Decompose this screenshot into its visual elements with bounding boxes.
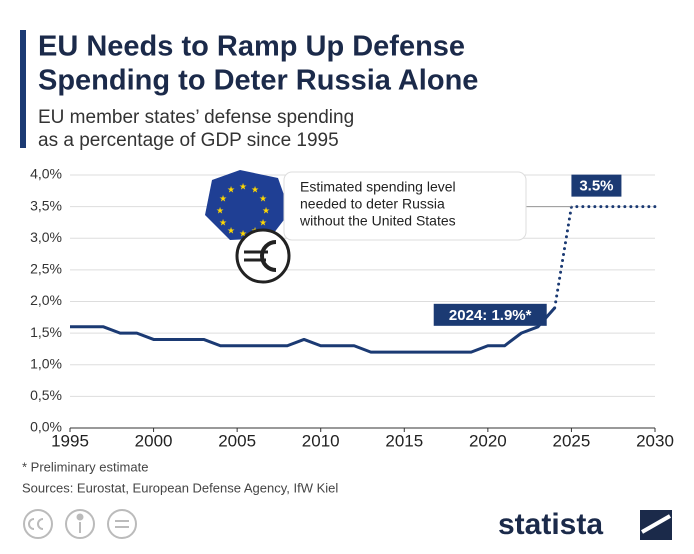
y-tick-label: 2,0%: [30, 292, 62, 308]
x-tick-label: 2025: [553, 431, 591, 450]
eu-flag-icon: ★★★★ ★★★★ ★★★★: [205, 170, 290, 240]
brand-logo: [640, 510, 672, 540]
y-tick-label: 1,5%: [30, 324, 62, 340]
accent-bar: [20, 30, 26, 148]
annotation: without the United States: [299, 213, 456, 229]
svg-text:★: ★: [227, 184, 235, 194]
value-label-box: [433, 303, 547, 326]
value-label: 2024: 1.9%*: [449, 307, 532, 324]
y-tick-label: 3,0%: [30, 229, 62, 245]
value-label: 3.5%: [579, 178, 613, 195]
x-tick-label: 2000: [135, 431, 173, 450]
svg-text:★: ★: [219, 217, 227, 227]
plot-area: 0,0% 0,5% 1,0% 1,5% 2,0% 2,5% 3,0% 3,5% 4,0% 1995…: [30, 166, 674, 451]
license-icons: [23, 509, 137, 539]
brand: statista: [498, 508, 603, 541]
svg-text:★: ★: [262, 205, 270, 215]
svg-text:★: ★: [259, 193, 267, 203]
svg-text:★: ★: [239, 228, 247, 238]
y-tick-label: 0,5%: [30, 387, 62, 403]
y-tick-label: 0,0%: [30, 419, 62, 435]
x-tick-label: 2020: [469, 431, 507, 450]
y-tick-label: 4,0%: [30, 166, 62, 182]
x-tick-label: 2015: [385, 431, 423, 450]
data-line: [553, 205, 657, 310]
x-tick-label: 2030: [636, 431, 674, 450]
footnote: * Preliminary estimate: [22, 459, 148, 474]
svg-text:★: ★: [219, 193, 227, 203]
chart-subtitle: EU member states’ defense spending: [38, 107, 354, 128]
value-label-box: [571, 174, 622, 197]
callout-box: [283, 171, 527, 241]
x-tick-label: 2005: [218, 431, 256, 450]
svg-text:★: ★: [251, 184, 259, 194]
svg-text:★: ★: [216, 205, 224, 215]
callout: Estimated spending level needed to deter…: [283, 171, 527, 241]
x-tick-label: 1995: [51, 431, 89, 450]
svg-text:★: ★: [239, 181, 247, 191]
annotation: Estimated spending level: [300, 179, 456, 195]
chart-title: EU Needs to Ramp Up Defense: [38, 31, 465, 63]
y-tick-label: 1,0%: [30, 355, 62, 371]
euro-icon: [235, 228, 291, 284]
chart-subtitle: as a percentage of GDP since 1995: [38, 130, 339, 151]
y-tick-label: 3,5%: [30, 197, 62, 213]
x-tick-label: 2010: [302, 431, 340, 450]
annotation: needed to deter Russia: [300, 196, 445, 212]
y-tick-label: 2,5%: [30, 261, 62, 277]
source: Sources: Eurostat, European Defense Agen…: [22, 480, 338, 495]
svg-text:★: ★: [259, 217, 267, 227]
data-line: [70, 306, 556, 354]
chart-title: Spending to Deter Russia Alone: [38, 65, 478, 97]
svg-text:★: ★: [227, 225, 235, 235]
